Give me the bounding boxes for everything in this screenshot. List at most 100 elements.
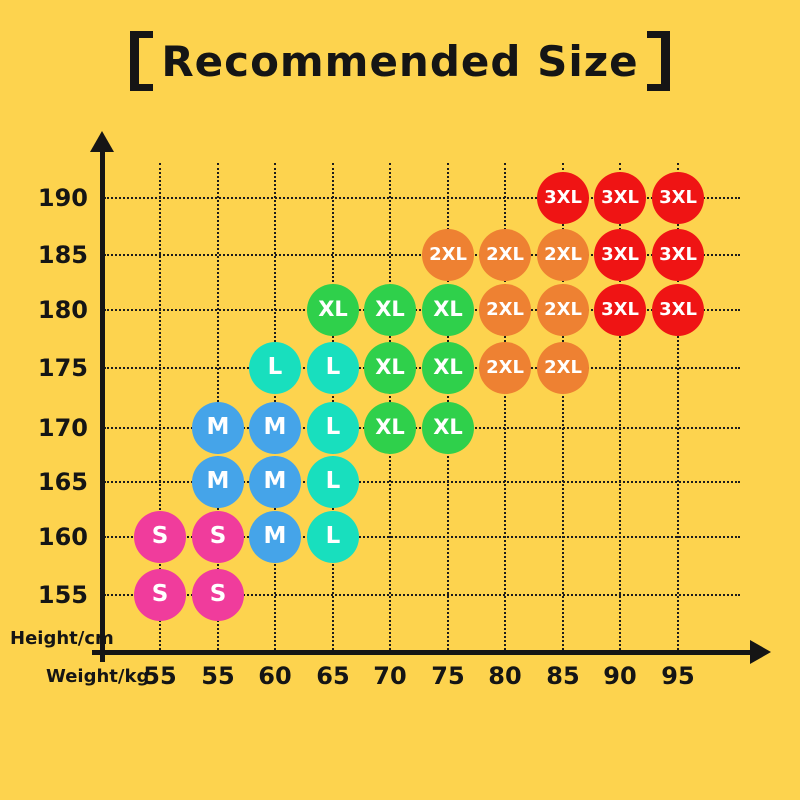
grid-line-vertical: [619, 163, 621, 650]
x-tick-label: 65: [316, 662, 350, 690]
size-bubble: 3XL: [652, 229, 704, 281]
size-bubble: M: [249, 511, 301, 563]
size-bubble-label: 3XL: [659, 243, 697, 265]
y-axis-arrow-icon: [90, 131, 114, 152]
size-bubble-label: XL: [433, 415, 463, 439]
x-tick-label: 70: [373, 662, 407, 690]
grid-line-horizontal: [104, 536, 740, 538]
size-bubble: 2XL: [479, 342, 531, 394]
grid-line-horizontal: [104, 594, 740, 596]
size-bubble: 3XL: [652, 284, 704, 336]
size-bubble-label: 2XL: [486, 243, 524, 265]
size-bubble-label: L: [267, 354, 283, 380]
size-bubble-label: 2XL: [486, 298, 524, 320]
size-bubble-label: M: [206, 414, 230, 440]
size-bubble: S: [192, 511, 244, 563]
size-bubble-label: S: [151, 581, 169, 607]
size-bubble-label: M: [263, 468, 287, 494]
size-bubble-label: 3XL: [544, 186, 582, 208]
size-bubble: S: [192, 569, 244, 621]
size-bubble: 2XL: [479, 229, 531, 281]
grid-line-vertical: [562, 163, 564, 650]
y-axis-title: Height/cm: [10, 628, 114, 649]
size-bubble: 2XL: [479, 284, 531, 336]
x-tick-label: 90: [603, 662, 637, 690]
size-bubble: 2XL: [537, 229, 589, 281]
size-bubble-label: S: [209, 523, 227, 549]
grid-line-vertical: [159, 163, 161, 650]
size-bubble-label: L: [325, 523, 341, 549]
size-bubble: M: [249, 456, 301, 508]
y-tick-label: 190: [37, 184, 88, 212]
size-bubble: L: [307, 402, 359, 454]
x-tick-label: 95: [661, 662, 695, 690]
size-bubble: 3XL: [652, 172, 704, 224]
size-bubble-label: L: [325, 354, 341, 380]
size-bubble: XL: [422, 402, 474, 454]
size-bubble-label: XL: [433, 297, 463, 321]
size-bubble: L: [307, 456, 359, 508]
left-lenticular-bracket-icon: [130, 31, 154, 91]
size-bubble-label: 3XL: [659, 298, 697, 320]
grid-line-horizontal: [104, 197, 740, 199]
size-bubble: 3XL: [594, 229, 646, 281]
x-tick-label: 80: [488, 662, 522, 690]
size-bubble-label: XL: [318, 297, 348, 321]
size-bubble-label: L: [325, 414, 341, 440]
y-tick-label: 185: [37, 241, 88, 269]
size-bubble-label: S: [151, 523, 169, 549]
size-bubble-label: XL: [433, 355, 463, 379]
size-bubble-label: XL: [375, 297, 405, 321]
y-tick-label: 175: [37, 354, 88, 382]
size-bubble: XL: [422, 342, 474, 394]
y-tick-label: 155: [37, 581, 88, 609]
y-axis-line: [100, 146, 105, 662]
size-bubble-label: 2XL: [544, 243, 582, 265]
x-tick-label: 60: [258, 662, 292, 690]
size-bubble: 3XL: [537, 172, 589, 224]
size-bubble-label: 3XL: [601, 243, 639, 265]
grid-line-vertical: [677, 163, 679, 650]
grid-line-vertical: [504, 163, 506, 650]
size-bubble: XL: [364, 284, 416, 336]
size-bubble-label: M: [263, 523, 287, 549]
size-bubble: 3XL: [594, 172, 646, 224]
size-bubble-label: 2XL: [486, 356, 524, 378]
grid-line-horizontal: [104, 481, 740, 483]
size-bubble: XL: [364, 402, 416, 454]
x-axis-line: [92, 650, 752, 655]
size-bubble-label: 3XL: [601, 298, 639, 320]
right-lenticular-bracket-icon: [646, 31, 670, 91]
size-bubble: 3XL: [594, 284, 646, 336]
size-bubble-label: XL: [375, 355, 405, 379]
page-title: Recommended Size: [0, 30, 800, 92]
y-tick-label: 170: [37, 414, 88, 442]
x-tick-label: 75: [431, 662, 465, 690]
size-bubble: S: [134, 569, 186, 621]
x-axis-arrow-icon: [750, 640, 771, 664]
size-bubble: 2XL: [422, 229, 474, 281]
y-tick-label: 180: [37, 296, 88, 324]
size-bubble: L: [307, 342, 359, 394]
size-bubble-label: XL: [375, 415, 405, 439]
y-tick-label: 160: [37, 523, 88, 551]
size-bubble: M: [249, 402, 301, 454]
x-tick-label: 55: [201, 662, 235, 690]
size-bubble: L: [307, 511, 359, 563]
size-bubble: XL: [364, 342, 416, 394]
x-tick-label: 55: [143, 662, 177, 690]
size-bubble: XL: [307, 284, 359, 336]
x-tick-label: 85: [546, 662, 580, 690]
y-tick-label: 165: [37, 468, 88, 496]
x-axis-title: Weight/kg: [46, 666, 150, 687]
size-bubble: XL: [422, 284, 474, 336]
size-bubble: 2XL: [537, 342, 589, 394]
size-bubble-label: 3XL: [659, 186, 697, 208]
size-bubble-label: 2XL: [429, 243, 467, 265]
size-bubble: S: [134, 511, 186, 563]
size-bubble: M: [192, 402, 244, 454]
size-bubble-label: 2XL: [544, 356, 582, 378]
size-bubble-label: M: [263, 414, 287, 440]
size-bubble-label: S: [209, 581, 227, 607]
